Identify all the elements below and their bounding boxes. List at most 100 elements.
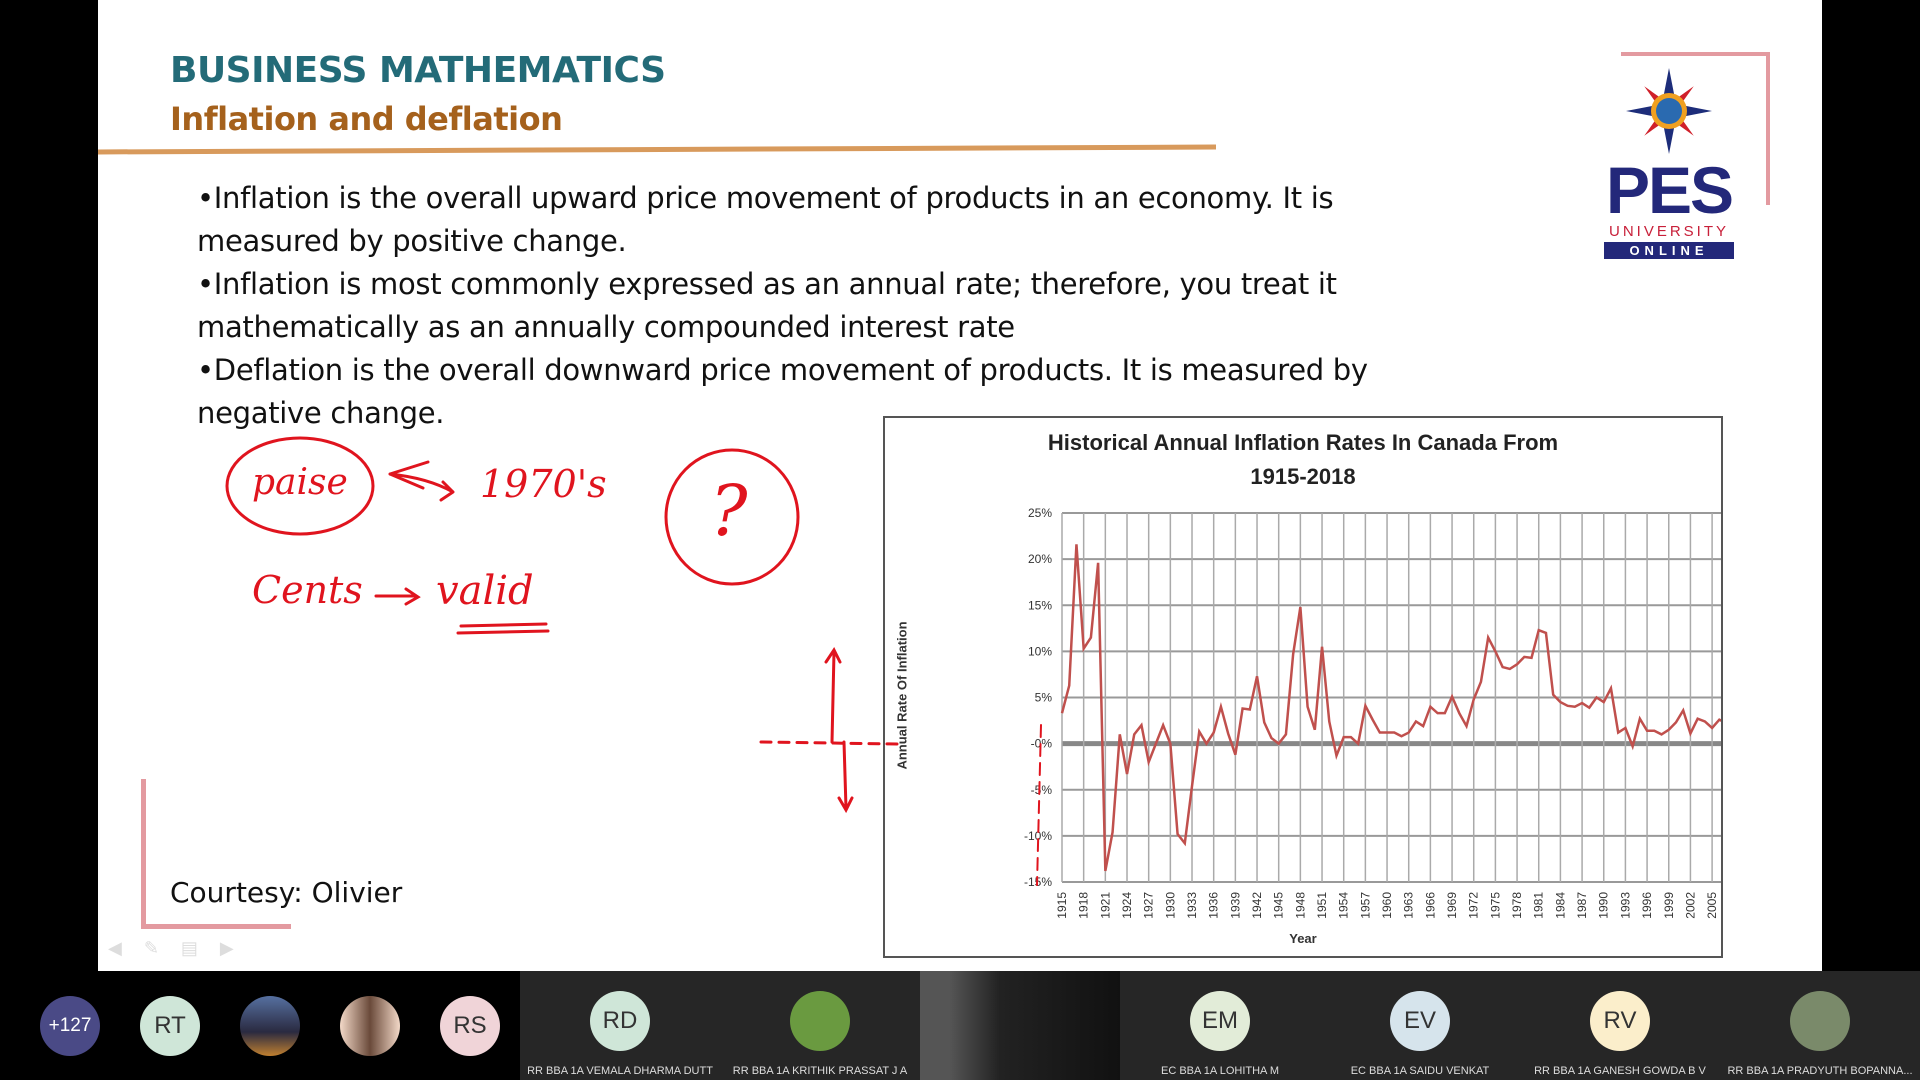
ink-question-mark: ?	[710, 470, 748, 552]
x-tick-label: 1942	[1250, 892, 1264, 919]
x-tick-label: 1993	[1618, 892, 1632, 919]
decorative-bracket	[141, 779, 291, 929]
participant-photo[interactable]	[340, 996, 400, 1056]
x-axis-label: Year	[1289, 931, 1317, 946]
y-tick-label: 5%	[1035, 691, 1053, 705]
x-tick-label: 1930	[1163, 892, 1177, 919]
participant-avatar[interactable]: RS	[440, 996, 500, 1056]
x-tick-label: 1972	[1467, 892, 1481, 919]
y-tick-label: 25%	[1028, 506, 1052, 520]
bullet-line: •Inflation is most commonly expressed as…	[197, 267, 1337, 301]
presentation-slide: BUSINESS MATHEMATICS Inflation and defla…	[97, 0, 1822, 971]
ink-text-cents: Cents	[252, 568, 363, 612]
bullet-line: •Deflation is the overall downward price…	[197, 353, 1368, 387]
participant-photo	[790, 991, 850, 1051]
y-tick-label: 15%	[1028, 598, 1052, 612]
x-tick-label: 1918	[1077, 892, 1091, 919]
logo-online: ONLINE	[1604, 242, 1734, 259]
x-tick-label: 1915	[1055, 892, 1069, 919]
inflation-series-line	[1060, 544, 1721, 872]
y-tick-label: 10%	[1028, 644, 1052, 658]
bullet-line: •Inflation is the overall upward price m…	[197, 181, 1334, 215]
bullet-line: mathematically as an annually compounded…	[197, 310, 1015, 344]
y-tick-label: 20%	[1028, 552, 1052, 566]
x-tick-label: 1963	[1402, 892, 1416, 919]
participant-avatar: RD	[590, 991, 650, 1051]
participant-tile[interactable]: EV EC BBA 1A SAIDU VENKAT	[1320, 971, 1520, 1080]
slide-nav-controls[interactable]: ◀✎▤▶	[108, 938, 256, 958]
y-tick-label: -15%	[1024, 875, 1052, 889]
x-tick-label: 1957	[1358, 892, 1372, 919]
compass-emblem-icon	[1626, 68, 1712, 154]
x-tick-label: 1996	[1640, 892, 1654, 919]
participant-avatar[interactable]: RT	[140, 996, 200, 1056]
logo-text: PES	[1605, 153, 1734, 227]
participant-tile[interactable]: RR BBA 1A PRADYUTH BOPANNA...	[1720, 971, 1920, 1080]
x-tick-label: 1951	[1315, 892, 1329, 919]
logo-university: UNIVERSITY	[1608, 223, 1729, 240]
participants-strip: +127 RT RS RD RR BBA 1A VEMALA DHARMA DUT…	[0, 971, 1920, 1080]
slide-subtitle: Inflation and deflation	[170, 100, 563, 138]
chart-title-line1: Historical Annual Inflation Rates In Can…	[1047, 430, 1559, 455]
participant-tile[interactable]: RD RR BBA 1A VEMALA DHARMA DUTT	[520, 971, 720, 1080]
x-tick-label: 1966	[1423, 892, 1437, 919]
slide-title: BUSINESS MATHEMATICS	[170, 50, 666, 91]
x-tick-label: 1933	[1185, 892, 1199, 919]
x-tick-label: 1936	[1207, 892, 1221, 919]
participant-tile[interactable]: RV RR BBA 1A GANESH GOWDA B V	[1520, 971, 1720, 1080]
inflation-chart: Historical Annual Inflation Rates In Can…	[883, 416, 1723, 958]
x-tick-label: 1987	[1575, 892, 1589, 919]
participant-name: EC BBA 1A SAIDU VENKAT	[1350, 1065, 1490, 1077]
ink-annotations	[225, 436, 1042, 886]
ink-circle-question	[664, 448, 800, 586]
x-tick-label: 1927	[1142, 892, 1156, 919]
x-tick-label: 1999	[1662, 892, 1676, 919]
logo-frame	[1621, 52, 1770, 205]
participant-name: RR BBA 1A GANESH GOWDA B V	[1534, 1065, 1706, 1077]
participant-tile[interactable]: EM EC BBA 1A LOHITHA M	[1120, 971, 1320, 1080]
ink-double-arrow	[388, 460, 455, 502]
x-tick-label: 1984	[1553, 892, 1567, 919]
x-tick-label: 1975	[1488, 892, 1502, 919]
ink-down-arrow	[837, 740, 854, 814]
bullet-line: measured by positive change.	[197, 224, 627, 258]
x-tick-label: 2005	[1705, 892, 1719, 919]
x-tick-label: 1939	[1228, 892, 1242, 919]
pes-logo: PES UNIVERSITY ONLINE	[1604, 66, 1734, 259]
participant-name: EC BBA 1A LOHITHA M	[1161, 1065, 1279, 1077]
ink-text-paise: paise	[252, 462, 348, 503]
participant-name: RR BBA 1A VEMALA DHARMA DUTT	[527, 1065, 713, 1077]
x-tick-label: 1921	[1098, 892, 1112, 919]
ink-dashed-vertical	[1036, 724, 1042, 886]
ink-dashed-line	[759, 740, 900, 746]
ink-up-arrow	[824, 647, 842, 744]
participant-tile[interactable]: RR BBA 1A KRITHIK PRASSAT J A	[720, 971, 920, 1080]
x-tick-label: 1960	[1380, 892, 1394, 919]
x-tick-label: 1978	[1510, 892, 1524, 919]
ink-text-1970s: 1970's	[480, 462, 607, 506]
y-tick-label: -10%	[1024, 829, 1052, 843]
x-tick-label: 1948	[1293, 892, 1307, 919]
x-tick-label: 1954	[1337, 892, 1351, 919]
more-participants-button[interactable]: +127	[40, 996, 100, 1056]
bullet-line: negative change.	[197, 396, 445, 430]
participant-photo	[1790, 991, 1850, 1051]
participant-name: RR BBA 1A PRADYUTH BOPANNA...	[1727, 1065, 1913, 1077]
y-tick-label: -5%	[1031, 783, 1053, 797]
ink-circle-paise	[225, 436, 375, 536]
participant-avatar: EM	[1190, 991, 1250, 1051]
ink-arrow-cents	[374, 587, 421, 606]
participant-tile[interactable]	[920, 971, 1120, 1080]
participant-avatar: EV	[1390, 991, 1450, 1051]
x-tick-label: 2002	[1683, 892, 1697, 919]
participant-avatar: RV	[1590, 991, 1650, 1051]
ink-text-valid: valid	[436, 568, 534, 614]
x-tick-label: 1945	[1272, 892, 1286, 919]
ink-underline-valid	[456, 622, 550, 635]
participant-name: RR BBA 1A KRITHIK PRASSAT J A	[732, 1065, 908, 1077]
x-tick-label: 1990	[1597, 892, 1611, 919]
y-tick-label: -0%	[1031, 737, 1053, 751]
x-tick-label: 1969	[1445, 892, 1459, 919]
chart-title-line2: 1915-2018	[1250, 464, 1356, 489]
participant-photo[interactable]	[240, 996, 300, 1056]
